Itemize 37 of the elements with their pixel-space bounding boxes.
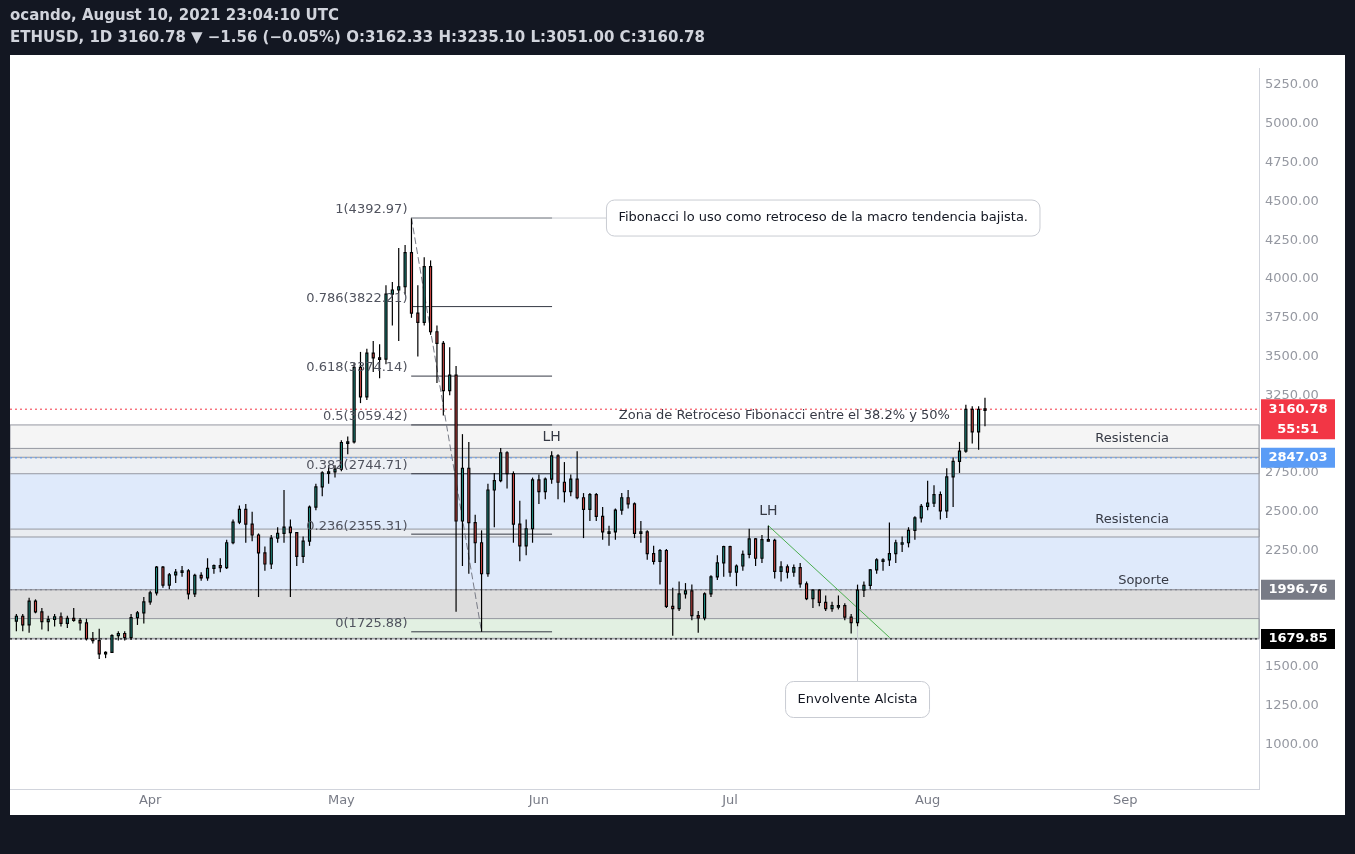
x-tick-label: Jul (721, 791, 738, 807)
ref-line-label: 1996.76 (1268, 581, 1328, 597)
annotation: Fibonacci lo uso como retroceso de la macro tendencia bajista. (618, 209, 1028, 225)
y-tick-label: 2500.00 (1265, 503, 1319, 519)
y-tick-label: 4250.00 (1265, 231, 1319, 247)
annotation: LH (759, 502, 778, 519)
y-tick-label: 4000.00 (1265, 270, 1319, 286)
y-tick-label: 3750.00 (1265, 309, 1319, 325)
y-tick-label: 2750.00 (1265, 464, 1319, 480)
y-tick-label: 1250.00 (1265, 697, 1319, 712)
y-tick-label: 4500.00 (1265, 192, 1319, 208)
band-label: Resistencia (1095, 430, 1169, 446)
x-tick-label: Apr (138, 791, 163, 807)
x-tick-label: May (327, 791, 356, 807)
series-label: 1(4392.97) (335, 201, 408, 217)
y-tick-label: 2250.00 (1265, 541, 1319, 557)
y-tick-label: 4750.00 (1265, 154, 1319, 170)
y-tick-label: 3500.00 (1265, 347, 1319, 363)
annotation: LH (542, 427, 561, 444)
y-tick-label: 1000.00 (1265, 735, 1319, 751)
x-tick-label: Jun (527, 791, 550, 807)
y-tick-label: 5000.00 (1265, 115, 1319, 131)
ref-line-label: 3160.78 55:51 (1268, 400, 1328, 436)
y-tick-label: 5250.00 (1265, 76, 1319, 92)
band-label: Zona de Retroceso Fibonacci entre el 38.2% y 50% (618, 406, 950, 422)
band-label: Resistencia (1095, 510, 1169, 526)
x-tick-label: Aug (914, 791, 941, 807)
chart-title: ocando, August 10, 2021 23:04:10 UTC (10, 5, 340, 26)
ref-line-label: 1679.85 (1268, 630, 1328, 646)
series-label: 0(1725.88) (335, 615, 408, 631)
x-tick-label: Sep (1112, 791, 1138, 807)
y-tick-label: 3250.00 (1265, 386, 1319, 402)
ref-line-label: 2847.03 (1268, 449, 1328, 465)
y-tick-label: 1500.00 (1265, 658, 1319, 674)
annotation: Envolvente Alcista (797, 690, 918, 706)
band-label: Soporte (1118, 571, 1169, 587)
chart-subtitle: ETHUSD, 1D 3160.78 ▼ −1.56 (−0.05%) O:3162.33 H:3235.10 L:3051.00 C:3160.78 (10, 27, 705, 48)
